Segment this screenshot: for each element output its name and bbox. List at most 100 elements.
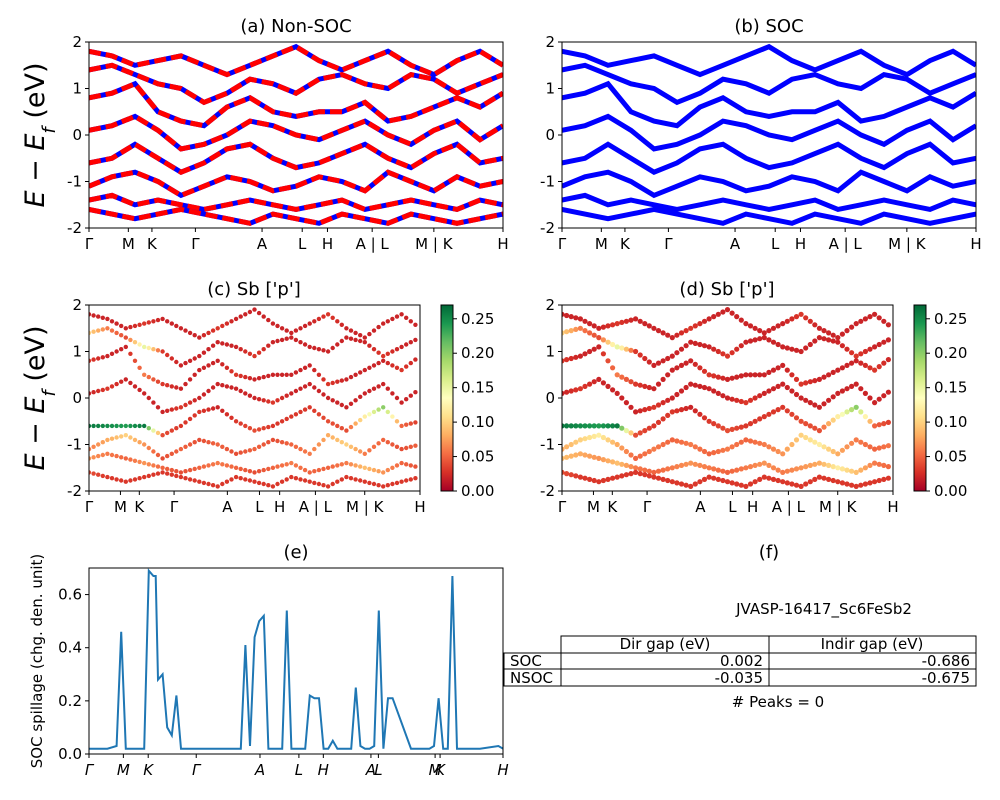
panel-a-ytick-label: 2 xyxy=(72,33,82,51)
projection-point xyxy=(701,415,708,421)
projection-point xyxy=(885,357,892,363)
panel-e-xtick-label: A xyxy=(254,761,265,779)
projection-point xyxy=(858,439,864,445)
projection-point xyxy=(784,480,790,486)
projection-point xyxy=(711,388,717,394)
projection-point xyxy=(600,324,607,330)
projection-point xyxy=(270,340,276,345)
projection-point xyxy=(688,404,694,410)
projection-point xyxy=(137,423,142,429)
projection-point xyxy=(132,323,138,329)
projection-point xyxy=(394,365,400,370)
projection-point xyxy=(119,455,124,460)
projection-point xyxy=(270,423,276,429)
projection-point xyxy=(651,474,657,480)
projection-point xyxy=(233,344,239,350)
projection-point xyxy=(757,328,763,334)
projection-point xyxy=(816,460,823,466)
projection-point xyxy=(385,409,390,415)
projection-point xyxy=(325,381,331,387)
panel-f-table: JVASP-16417_Sc6FeSb2 Dir gap (eV) Indir … xyxy=(503,600,977,711)
projection-point xyxy=(605,458,611,464)
projection-point xyxy=(123,326,128,331)
projection-point xyxy=(816,428,823,434)
panel-d-xtick-label: Γ xyxy=(643,498,652,516)
projection-point xyxy=(348,462,354,467)
panel-a-xtick-label: L xyxy=(298,235,307,253)
projection-point xyxy=(849,440,855,446)
projection-point xyxy=(646,405,652,412)
projection-point xyxy=(408,477,413,482)
projection-point xyxy=(798,465,804,471)
projection-point xyxy=(858,360,864,366)
projection-point xyxy=(229,343,234,348)
projection-point xyxy=(665,355,671,362)
projection-point xyxy=(330,421,335,426)
projection-point xyxy=(683,343,689,349)
projection-point xyxy=(142,423,147,429)
band-line-secondary xyxy=(89,80,503,129)
projection-point xyxy=(789,481,795,487)
projection-point xyxy=(775,383,781,389)
projection-point xyxy=(651,404,657,410)
projection-point xyxy=(610,365,616,371)
projection-point xyxy=(766,388,772,394)
projection-point xyxy=(247,376,253,381)
projection-point xyxy=(142,474,147,480)
projection-point xyxy=(96,453,101,459)
projection-point xyxy=(210,385,216,390)
projection-point xyxy=(100,315,106,320)
projection-point xyxy=(669,479,675,485)
projection-point xyxy=(413,337,418,343)
projection-point xyxy=(876,341,882,348)
projection-point xyxy=(358,370,363,375)
panel-e-xtick-label: H xyxy=(318,761,329,779)
panel-e-xtick-label: A xyxy=(365,761,376,779)
projection-point xyxy=(724,469,731,475)
projection-point xyxy=(284,336,289,341)
projection-point xyxy=(812,461,818,467)
projection-point xyxy=(376,324,381,330)
band-line xyxy=(562,43,976,78)
projection-point xyxy=(757,372,763,378)
projection-point xyxy=(408,360,413,366)
projection-point xyxy=(358,394,363,399)
projection-point xyxy=(344,335,349,340)
projection-point xyxy=(344,377,349,382)
projection-point xyxy=(577,437,584,443)
projection-point xyxy=(178,446,184,452)
ylabel-e-part: E xyxy=(20,453,51,470)
projection-point xyxy=(858,482,864,488)
projection-point xyxy=(839,365,846,371)
projection-point xyxy=(399,367,404,373)
projection-point xyxy=(568,314,574,320)
projection-point xyxy=(614,321,620,327)
projection-point xyxy=(151,400,156,405)
projection-point xyxy=(109,319,115,324)
projection-point xyxy=(628,317,634,323)
projection-point xyxy=(289,474,294,480)
projection-point xyxy=(316,412,322,417)
projection-point xyxy=(600,457,607,463)
projection-point xyxy=(165,408,170,413)
projection-point xyxy=(137,342,142,347)
band-line xyxy=(89,62,503,106)
projection-point xyxy=(853,437,859,443)
projection-point xyxy=(614,372,620,378)
projection-point xyxy=(174,406,179,411)
projection-point xyxy=(623,346,630,352)
projection-point xyxy=(238,373,243,379)
projection-point xyxy=(210,406,216,411)
projection-point xyxy=(683,384,689,391)
projection-point xyxy=(807,479,813,485)
panel-e-xtick-label: H xyxy=(497,761,508,779)
projection-point xyxy=(335,379,340,384)
panel-b-ytick-label: -1 xyxy=(540,173,555,191)
projection-point xyxy=(321,348,326,353)
projection-point xyxy=(302,384,308,389)
projection-point xyxy=(89,330,92,336)
projection-point xyxy=(132,437,138,443)
projection-point xyxy=(344,405,349,410)
projection-point xyxy=(279,419,285,424)
projection-point xyxy=(720,468,726,474)
